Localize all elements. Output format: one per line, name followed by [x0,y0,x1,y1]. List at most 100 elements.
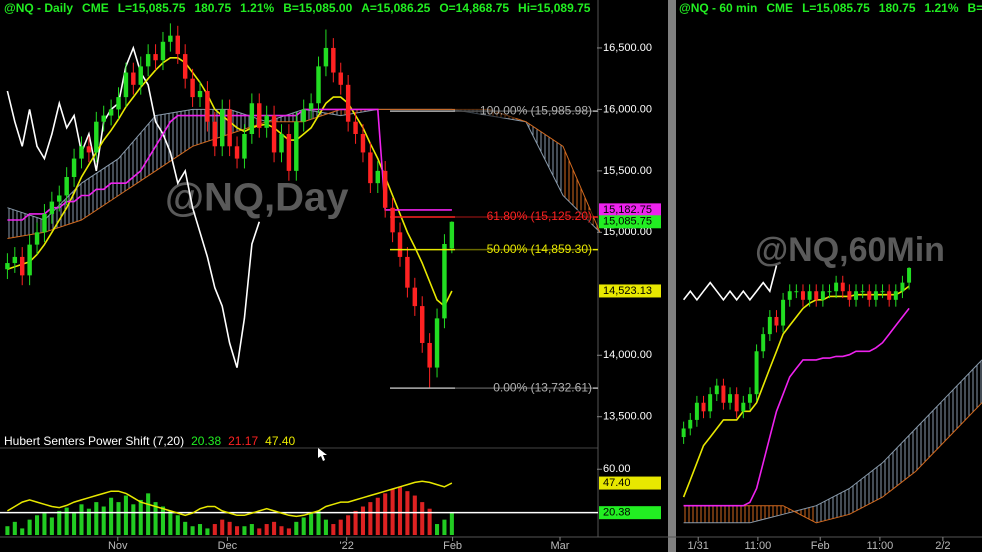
fib-label: 0.00% (13,732.61) [493,380,592,394]
candle-body [301,109,306,122]
candle-body [249,103,255,134]
candle-body [153,54,158,61]
cloud-fill [816,488,850,523]
candle-body [814,291,819,300]
y-tick-label: 15,000.00 [603,226,652,238]
candle-body [168,35,173,42]
candle-body [71,158,77,178]
header-field: @NQ - Daily [4,1,73,15]
x-tick-label: 11:00 [867,540,894,552]
candle-body [12,256,18,264]
candle-body [887,291,892,300]
indicator-readout: 47.40 [265,434,295,448]
fib-label-bg [455,381,593,396]
histogram-bar [79,504,84,535]
histogram-bar [235,526,240,535]
candle-body [382,170,388,208]
x-tick-label: Nov [108,540,128,552]
histogram-bar [368,502,373,535]
candle-body [681,428,686,438]
histogram-bar [272,521,277,535]
header-field: L=15,085.75 [118,1,186,15]
candle-body [794,291,799,293]
histogram-bar [375,497,380,535]
fib-label: 100.00% (15,985.98) [480,103,592,117]
candle-body [338,72,343,85]
price-tag-label: 47.40 [603,477,631,489]
candle-body [145,54,151,67]
candle-body [907,267,912,283]
header-field: A=15,086.25 [361,1,430,15]
candle-body [131,72,136,85]
histogram-bar [279,526,284,535]
histogram-bar [412,495,417,535]
indicator-line [683,307,910,507]
fib-label-bg [455,104,593,119]
oscillator-line [7,480,453,518]
candle-body [721,385,726,403]
cloud-span [683,402,982,524]
candle-body [390,207,395,233]
histogram-bar [286,528,291,535]
candle-body [42,213,47,233]
x-tick-label: '22 [339,540,353,552]
header-field: 180.75 [194,1,231,15]
histogram-bar [35,515,40,535]
candle-body [205,90,210,122]
histogram-bar [190,526,195,535]
candle-body [449,221,455,249]
histogram-bar [183,521,188,535]
header-field: 1.21% [240,1,274,15]
cloud-fill [915,394,949,472]
candle-body [264,115,269,128]
candle-body [754,351,759,395]
histogram-bar [257,528,262,535]
candle-body [64,177,69,196]
header-field: Hi=15,089.75 [518,1,591,15]
price-tag-label: 15,182.75 [603,204,652,216]
x-tick-label: 1/31 [688,540,709,552]
x-tick-label: 2/2 [935,540,950,552]
histogram-bar [420,502,425,535]
histogram-bar [168,510,173,535]
candle-body [840,282,845,292]
indicator-line [682,265,778,302]
price-tag-label: 20.38 [603,507,631,519]
cloud-fill [948,359,982,438]
candle-body [242,133,247,159]
histogram-bar [72,513,77,535]
cloud-fill [749,505,784,523]
cloud-fill [882,428,916,498]
header: @NQ - 60 min CME L=15,085.75 180.75 1.21% B=1 [679,1,982,15]
candle-body [86,146,92,153]
cloud-fill [155,109,193,171]
indicator-readout: 21.17 [228,434,258,448]
candle-body [900,282,905,292]
candle-body [123,72,129,98]
histogram-bar [435,524,440,535]
candle-body [800,291,805,300]
candle-body [412,287,418,307]
indicator-line [682,285,910,498]
candle-body [79,146,84,159]
histogram-bar [427,508,432,535]
header-field: B=1 [968,1,982,15]
candle-body [807,291,812,300]
histogram-bar [57,510,62,535]
x-tick-label: Dec [218,540,238,552]
header-field: CME [766,1,793,15]
indicator-readout: 20.38 [191,434,221,448]
candle-body [741,402,746,412]
cloud-fill [7,207,45,239]
candle-body [867,291,872,300]
candle-body [345,84,351,122]
cloud-fill [849,462,883,515]
histogram-bar [109,497,114,535]
header-field: O=14,868.75 [439,1,509,15]
histogram-bar [94,502,99,535]
indicator-title: Hubert Senters Power Shift (7,20) 20.38 21… [4,434,296,448]
histogram-bar [353,510,358,535]
histogram-bar [12,521,17,535]
candle-body [767,316,772,335]
